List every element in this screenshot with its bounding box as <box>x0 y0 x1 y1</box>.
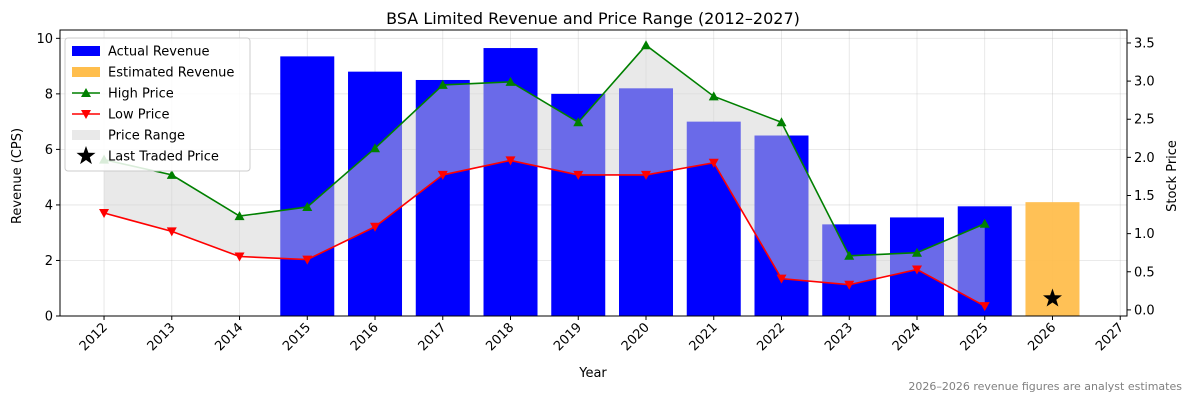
x-tick-label: 2013 <box>145 320 179 354</box>
legend-label: Actual Revenue <box>108 45 209 60</box>
y-left-tick-label: 4 <box>45 198 53 213</box>
y-right-tick-label: 3.5 <box>1134 36 1155 51</box>
low-price-marker <box>573 170 584 180</box>
high-price-marker <box>911 247 922 257</box>
x-tick-label: 2018 <box>483 320 517 354</box>
high-price-marker <box>844 250 855 260</box>
y-left-tick-label: 10 <box>36 32 53 47</box>
y-axis-right-label: Stock Price <box>1165 140 1180 212</box>
legend-marker <box>81 110 91 119</box>
plot-frame <box>59 29 1128 317</box>
y-left-tick-label: 8 <box>45 87 53 102</box>
low-price-marker <box>166 227 177 237</box>
x-tick-label: 2024 <box>890 320 924 354</box>
low-price-line <box>103 159 986 307</box>
y-left-tick-label: 2 <box>45 254 53 269</box>
footnote: 2026–2026 revenue figures are analyst es… <box>908 380 1182 393</box>
high-price-marker <box>370 143 381 153</box>
y-left-tick-label: 0 <box>45 310 53 325</box>
legend-label: Price Range <box>108 129 185 144</box>
legend-marker <box>76 146 96 165</box>
high-price-marker <box>641 40 652 50</box>
low-price-marker <box>641 170 652 180</box>
low-price-marker <box>437 170 448 180</box>
high-price-marker <box>234 211 245 221</box>
x-tick-label: 2026 <box>1025 320 1059 354</box>
chart-title: BSA Limited Revenue and Price Range (201… <box>386 9 800 28</box>
low-price-marker <box>302 255 313 265</box>
x-tick-label: 2019 <box>551 320 585 354</box>
x-axis-label: Year <box>578 366 607 381</box>
x-tick-label: 2017 <box>416 320 450 354</box>
legend-label: Last Traded Price <box>108 150 219 165</box>
x-tick-label: 2021 <box>687 320 721 354</box>
actual-revenue-bar <box>280 56 335 317</box>
y-right-tick-label: 2.0 <box>1134 151 1155 166</box>
y-right-tick-label: 1.0 <box>1134 227 1155 242</box>
legend-label: Low Price <box>108 108 169 123</box>
y-right-tick-label: 0.5 <box>1134 265 1155 280</box>
y-axis-left-label: Revenue (CPS) <box>10 128 25 224</box>
high-price-line <box>103 44 986 257</box>
low-price-marker <box>911 265 922 275</box>
high-price-marker <box>979 218 990 228</box>
low-price-marker <box>99 209 110 219</box>
x-tick-label: 2022 <box>754 320 788 354</box>
last-traded-star <box>1043 288 1062 307</box>
legend-swatch <box>72 130 100 140</box>
high-price-marker <box>437 79 448 89</box>
high-price-marker <box>302 201 313 211</box>
y-right-tick-label: 3.0 <box>1134 75 1155 90</box>
x-tick-label: 2012 <box>77 320 111 354</box>
low-price-marker <box>505 156 516 166</box>
y-left-tick-label: 6 <box>45 143 53 158</box>
low-price-marker <box>844 280 855 290</box>
x-tick-label: 2025 <box>958 320 992 354</box>
legend-label: Estimated Revenue <box>108 66 234 81</box>
x-tick-label: 2020 <box>619 320 653 354</box>
legend-swatch <box>72 67 100 77</box>
high-price-marker <box>776 117 787 127</box>
x-tick-label: 2027 <box>1093 320 1127 354</box>
y-right-tick-label: 0.0 <box>1134 303 1155 318</box>
legend-label: High Price <box>108 87 174 102</box>
high-price-marker <box>708 91 719 101</box>
y-right-tick-label: 2.5 <box>1134 113 1155 128</box>
y-right-tick-label: 1.5 <box>1134 189 1155 204</box>
high-price-marker <box>166 169 177 179</box>
price-range-band <box>104 45 985 307</box>
high-price-marker <box>573 117 584 127</box>
high-price-marker <box>505 76 516 86</box>
legend-box <box>64 37 251 172</box>
x-tick-label: 2016 <box>348 320 382 354</box>
low-price-marker <box>370 222 381 232</box>
legend-swatch <box>72 46 100 56</box>
low-price-marker <box>776 274 787 284</box>
low-price-marker <box>234 252 245 262</box>
legend-marker <box>81 88 91 97</box>
x-tick-label: 2015 <box>280 320 314 354</box>
low-price-marker <box>979 302 990 312</box>
low-price-marker <box>708 158 719 168</box>
x-tick-label: 2014 <box>212 320 246 354</box>
x-tick-label: 2023 <box>822 320 856 354</box>
